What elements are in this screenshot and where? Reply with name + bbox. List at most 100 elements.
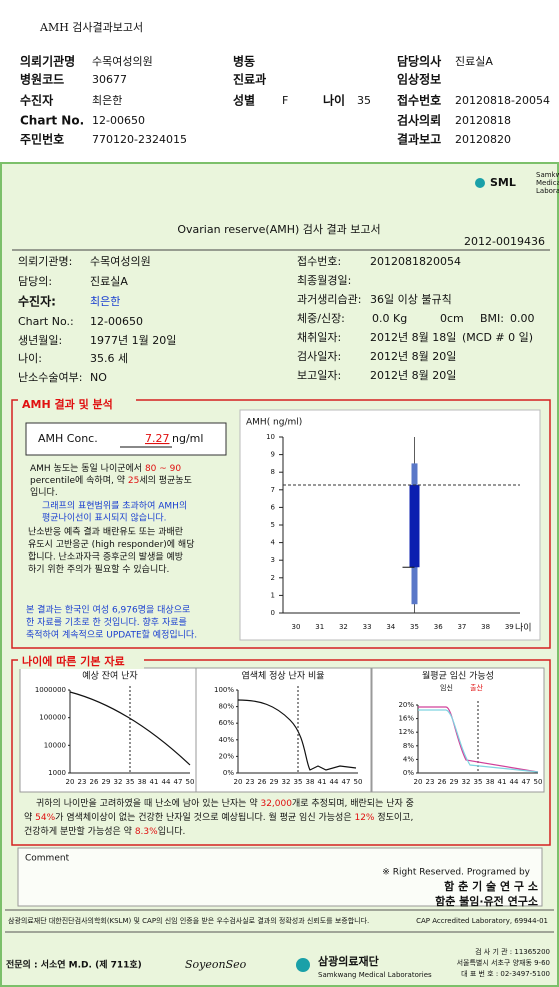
logo-mark — [296, 958, 310, 972]
text-segment: 가 염색체이상이 없는 건강한 난자일 것으로 예상됩니다. 월 평균 임신 가… — [55, 811, 354, 823]
x-tick-label: 41 — [498, 778, 507, 786]
field-value: 20120818-20054 — [455, 94, 550, 107]
note-line: 한 자료를 기초로 한 것입니다. 향후 자료를 — [26, 616, 187, 628]
credits: 함춘 불임·유전 연구소 — [435, 894, 538, 908]
info-value: 최은한 — [90, 295, 120, 308]
y-tick-label: 8% — [403, 742, 414, 750]
x-tick-label: 50 — [534, 778, 543, 786]
field-label: 수진자 — [20, 93, 53, 108]
section-title: AMH 결과 및 분석 — [22, 397, 113, 411]
age-chart-panel — [195, 667, 372, 793]
x-tick-label: 26 — [438, 778, 447, 786]
field-label: 병원코드 — [20, 72, 64, 87]
info-value: 0.00 — [510, 312, 535, 325]
summary-line: 귀하의 나이만을 고려하였을 때 난소에 남아 있는 난자는 약 32,000개… — [36, 797, 414, 809]
x-tick-label: 50 — [186, 778, 195, 786]
conc-value: 7.27 — [145, 432, 170, 445]
text-segment: 입니다. — [158, 825, 186, 837]
logo: SML — [490, 176, 516, 189]
y-tick-label: 20% — [218, 752, 234, 760]
info-label: 생년월일: — [18, 333, 62, 347]
info-value: 2012년 8월 18일 — [370, 330, 456, 344]
credits: ※ Right Reserved. Programed by — [382, 868, 530, 878]
x-tick-label: 39 — [505, 623, 514, 631]
info-label: 의뢰기관명: — [18, 255, 72, 268]
y-tick-label: 1000 — [48, 769, 66, 777]
amh-chart-panel — [239, 409, 541, 641]
conc-unit: ng/ml — [172, 432, 203, 445]
cap: CAP Accredited Laboratory, 69944-01 — [416, 917, 548, 925]
amh-conc-box — [25, 422, 227, 456]
info-value: 2012년 8월 20일 — [370, 349, 456, 363]
info-value: 2012081820054 — [370, 255, 461, 268]
text-segment: percentile에 속하며, 약 — [30, 474, 128, 486]
y-tick-label: 0% — [223, 769, 234, 777]
x-tick-label: 38 — [306, 778, 315, 786]
signature: SoyeonSeo — [185, 958, 247, 971]
field-value: 30677 — [92, 73, 127, 86]
note-line: percentile에 속하며, 약 25세의 평균농도 — [30, 474, 192, 486]
note-line: 하기 위한 주의가 필요할 수 있습니다. — [28, 563, 169, 575]
x-tick-label: 44 — [330, 778, 339, 786]
text-segment: AMH 농도는 동일 나이군에서 — [30, 463, 145, 474]
y-tick-label: 16% — [398, 715, 414, 723]
field-value: 12-00650 — [92, 114, 145, 127]
x-tick-label: 37 — [457, 623, 466, 631]
field-value: 20120818 — [455, 114, 511, 127]
x-tick-label: 29 — [450, 778, 459, 786]
y-tick-label: 3 — [271, 556, 275, 564]
logo-sub: Medical — [536, 179, 559, 187]
info-label: 난소수술여부: — [18, 371, 82, 384]
info-value: 2012년 8월 20일 — [370, 368, 456, 382]
info-value: 12-00650 — [90, 315, 143, 328]
info-label: 나이: — [18, 352, 42, 365]
y-tick-label: 80% — [218, 703, 234, 711]
info-value: BMI: — [480, 312, 504, 325]
note-line: 축적하여 계속적으로 UPDATE할 예정입니다. — [26, 629, 197, 641]
x-tick-label: 32 — [114, 778, 123, 786]
accreditation: 삼광의료재단 대한진단검사의학회(KSLM) 및 CAP의 신임 인증을 받은 … — [8, 916, 369, 925]
field-label: 검사의뢰 — [397, 113, 441, 128]
comment-label: Comment — [25, 854, 70, 864]
logo-sub: Samkwang — [536, 171, 559, 179]
x-tick-label: 44 — [510, 778, 519, 786]
title-backdrop — [18, 398, 136, 412]
field-label: 임상정보 — [397, 72, 441, 87]
age-chart-panel — [19, 667, 201, 793]
x-tick-label: 47 — [174, 778, 183, 786]
doctor: 전문의 : 서소연 M.D. (제 711호) — [6, 959, 142, 971]
y-tick-label: 20% — [398, 701, 414, 709]
x-tick-label: 38 — [481, 623, 490, 631]
note-line: 입니다. — [30, 486, 58, 498]
x-tick-label: 29 — [270, 778, 279, 786]
text-segment: 80 ~ 90 — [145, 464, 181, 474]
y-tick-label: 100000 — [39, 714, 66, 722]
contact: 대 표 번 호 : 02-3497-5100 — [461, 969, 550, 978]
x-tick-label: 29 — [102, 778, 111, 786]
info-label: 수진자: — [18, 294, 56, 309]
info-label: 최종월경일: — [297, 273, 351, 287]
x-tick-label: 26 — [258, 778, 267, 786]
x-tick-label: 32 — [339, 623, 348, 631]
field-label: 담당의사 — [397, 54, 441, 69]
x-tick-label: 44 — [162, 778, 171, 786]
info-value: 1977년 1월 20일 — [90, 333, 176, 347]
text-segment: 약 — [24, 811, 35, 823]
info-label: 과거생리습관: — [297, 293, 361, 306]
x-tick-label: 35 — [410, 623, 419, 631]
y-tick-label: 40% — [218, 736, 234, 744]
y-tick-label: 10 — [266, 433, 275, 441]
note-line: 본 결과는 한국인 여성 6,976명을 대상으로 — [26, 604, 190, 616]
x-tick-label: 23 — [426, 778, 435, 786]
info-value: NO — [90, 371, 107, 384]
field-value: 20120820 — [455, 133, 511, 146]
note-line: AMH 농도는 동일 나이군에서 80 ~ 90 — [30, 463, 181, 474]
y-tick-label: 1 — [271, 591, 275, 599]
y-tick-label: 4 — [271, 539, 276, 547]
note-line: 평균나이선이 표시되지 않습니다. — [42, 513, 167, 524]
y-axis-label: AMH( ng/ml) — [246, 418, 302, 428]
x-tick-label: 35 — [294, 778, 303, 786]
age-section-box — [11, 659, 551, 846]
info-label: 보고일자: — [297, 368, 341, 382]
